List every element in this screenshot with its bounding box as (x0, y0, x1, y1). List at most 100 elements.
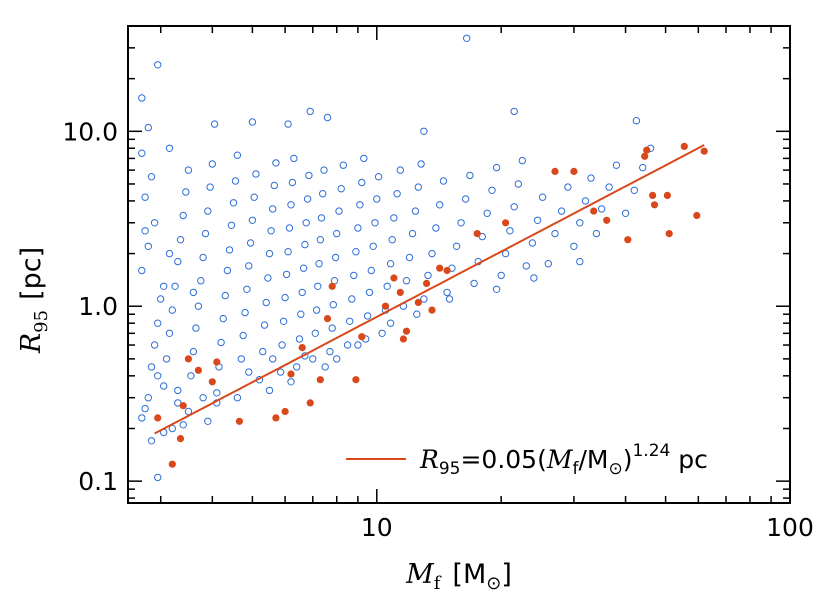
open-data-point (284, 248, 292, 256)
open-data-point (331, 253, 340, 262)
filled-data-point (168, 460, 176, 468)
y-axis-title: R95 [pc] (16, 247, 52, 354)
open-data-point (227, 221, 236, 230)
open-data-point (252, 170, 260, 178)
open-data-point (315, 260, 323, 268)
open-data-point (530, 274, 538, 282)
open-data-point (443, 288, 451, 297)
open-data-point (354, 224, 362, 232)
open-data-point (231, 177, 240, 185)
open-data-point (452, 242, 461, 251)
open-data-point (360, 154, 368, 163)
filled-data-point (649, 191, 657, 199)
fit-line (154, 144, 705, 435)
filled-data-point (428, 306, 436, 314)
open-data-point (514, 180, 522, 188)
filled-data-point (603, 216, 611, 224)
open-data-point (287, 201, 295, 209)
x-axis-title: Mf [M⊙] (405, 559, 512, 594)
open-data-point (557, 207, 566, 215)
filled-data-point (184, 355, 192, 363)
open-data-point (483, 209, 491, 218)
open-data-point (250, 193, 258, 201)
open-data-point (217, 338, 225, 347)
x-axis-subscript: f (434, 573, 442, 594)
filled-data-point (700, 147, 708, 155)
open-data-point (639, 163, 647, 172)
open-data-point (417, 160, 425, 168)
open-data-point (420, 295, 428, 303)
open-data-point (138, 266, 146, 275)
open-data-point (373, 195, 381, 203)
open-data-point (290, 154, 298, 163)
open-data-point (488, 186, 496, 195)
open-data-point (414, 183, 422, 191)
open-data-point (269, 355, 277, 363)
open-data-point (420, 127, 428, 136)
y-tick-label: 1.0 (78, 292, 118, 321)
open-data-point (147, 437, 156, 445)
open-data-point (533, 216, 542, 225)
open-data-point (165, 329, 174, 337)
open-data-point (402, 277, 411, 285)
x-tick-label: 100 (766, 513, 814, 542)
open-data-point (461, 195, 470, 203)
filled-data-point (154, 414, 162, 422)
open-data-point (171, 282, 179, 290)
open-data-point (386, 319, 395, 327)
filled-data-point (213, 358, 221, 366)
open-data-point (229, 199, 238, 207)
open-data-point (288, 178, 297, 187)
y-axis-unit: [pc] (16, 247, 47, 300)
open-data-point (192, 324, 200, 332)
open-data-point (528, 239, 537, 247)
open-data-point (241, 308, 249, 317)
open-data-point (154, 473, 162, 482)
filled-data-point (179, 402, 187, 410)
open-data-point (383, 282, 391, 290)
open-data-point (293, 363, 301, 371)
open-data-point (337, 185, 345, 193)
filled-data-point (272, 414, 280, 422)
open-data-point (269, 205, 277, 213)
filled-data-point (381, 302, 390, 310)
open-data-point (632, 117, 641, 125)
open-data-point (319, 190, 327, 198)
open-data-point (245, 368, 253, 376)
open-data-point (168, 306, 177, 314)
open-data-point (150, 219, 159, 227)
open-data-point (262, 298, 270, 307)
open-data-point (388, 236, 396, 244)
open-data-point (298, 288, 306, 297)
open-data-point (144, 242, 153, 251)
filled-data-point (693, 211, 701, 220)
open-data-point (302, 219, 310, 227)
open-data-point (276, 368, 285, 376)
open-data-point (264, 274, 272, 282)
open-data-point (386, 260, 395, 268)
open-data-point (260, 321, 269, 329)
x-axis-symbol: M (405, 559, 435, 590)
open-data-point (321, 363, 329, 371)
open-data-point (466, 171, 474, 180)
open-data-point (213, 389, 221, 397)
open-data-point (160, 382, 168, 390)
open-data-point (311, 329, 319, 337)
open-data-point (154, 372, 162, 380)
x-axis-unit: [M (452, 559, 486, 590)
open-data-point (413, 310, 421, 318)
open-data-point (174, 257, 182, 266)
open-data-point (301, 240, 309, 249)
filled-data-point (208, 378, 216, 386)
open-data-point (436, 201, 444, 209)
x-axis-unit-close: ] (501, 559, 512, 590)
open-data-point (303, 195, 312, 203)
plot-frame (127, 25, 791, 504)
open-data-point (295, 335, 304, 343)
open-data-point (328, 324, 336, 332)
filled-data-point (414, 298, 422, 307)
open-data-point (393, 190, 401, 198)
open-data-point (299, 264, 308, 272)
open-data-point (428, 249, 436, 258)
